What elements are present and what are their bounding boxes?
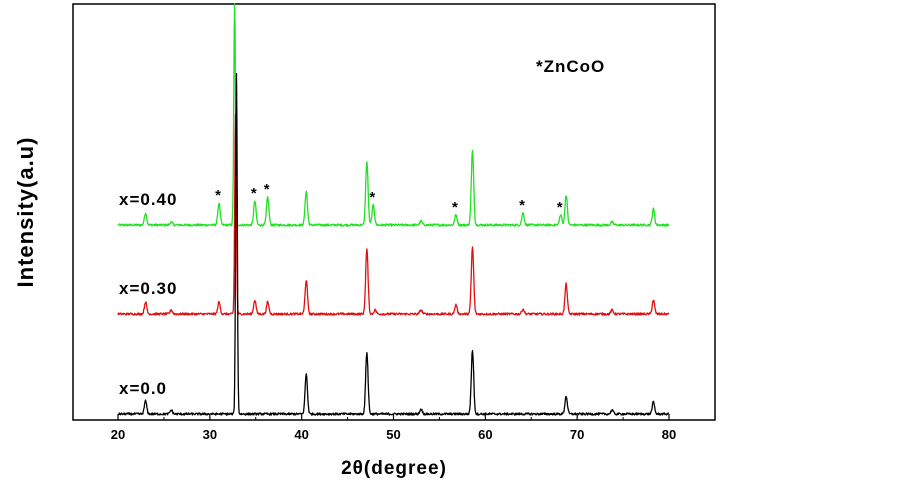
phase-star-marker: * [215,187,221,204]
plot-frame [72,3,716,421]
phase-markers: * * * * * * * [215,181,563,216]
series-line-2 [117,3,670,227]
x-axis-title: 2θ(degree) [341,458,447,479]
x-tick-label: 70 [570,427,584,442]
phase-star-marker: * [369,189,375,206]
series-labels: x=0.40 x=0.30 x=0.0 [119,190,177,398]
x-tick-label: 40 [294,427,308,442]
phase-star-marker: * [557,199,563,216]
x-axis-ticks: 20 30 40 50 60 70 80 [111,414,676,442]
series-label-2: x=0.40 [119,190,177,209]
series-line-1 [117,113,670,316]
phase-star-marker: * [452,199,458,216]
phase-star-marker: * [264,181,270,198]
y-axis-title: Intensity(a.u) [13,137,38,288]
phase-star-marker: * [519,197,525,214]
x-tick-label: 50 [386,427,400,442]
series-label-0: x=0.0 [119,379,167,398]
x-tick-label: 80 [662,427,676,442]
x-tick-label: 30 [203,427,217,442]
x-tick-label: 60 [478,427,492,442]
series-layer [117,3,670,416]
x-tick-label: 20 [111,427,125,442]
phase-star-marker: * [251,185,257,202]
series-line-0 [117,72,670,416]
series-label-1: x=0.30 [119,279,177,298]
phase-annotation: *ZnCoO [536,57,605,76]
